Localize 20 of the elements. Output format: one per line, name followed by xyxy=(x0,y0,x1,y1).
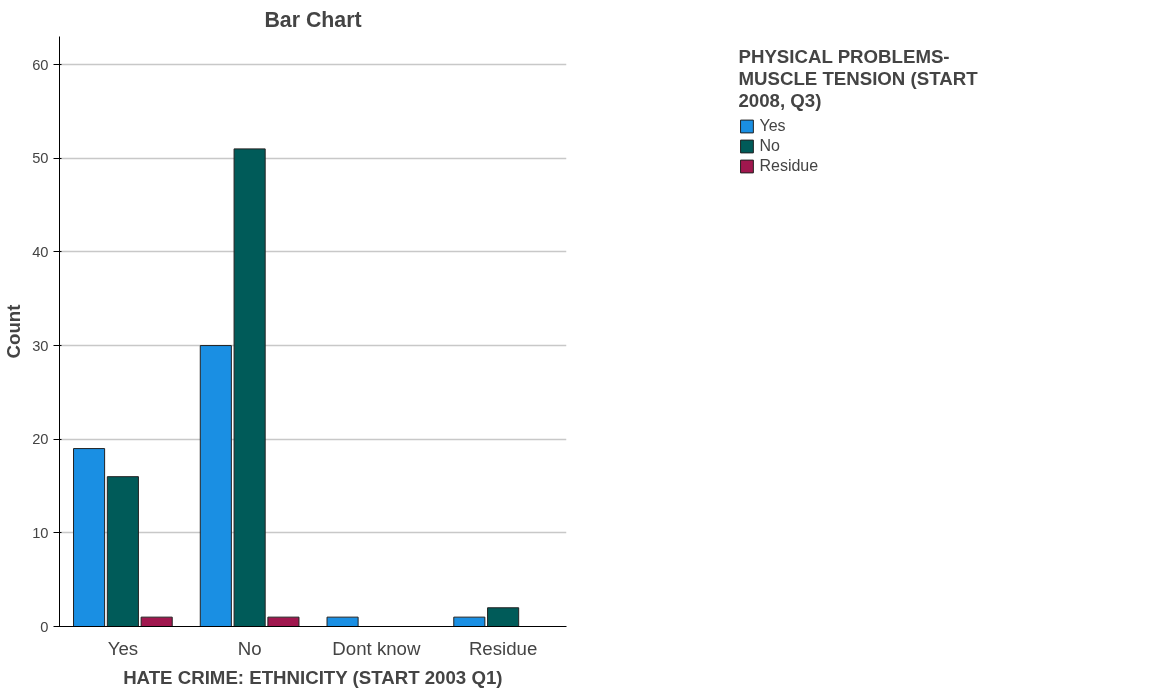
legend-label: Yes xyxy=(759,117,786,135)
x-tick-label: Dont know xyxy=(332,637,421,659)
y-axis-title: Count xyxy=(3,304,25,359)
legend-label: Residue xyxy=(759,157,819,175)
legend-label: No xyxy=(759,137,780,155)
y-tick-label: 10 xyxy=(32,524,49,541)
legend-title: PHYSICAL PROBLEMS-MUSCLE TENSION (START 2008, Q3) xyxy=(738,46,978,112)
y-tick-label: 0 xyxy=(40,618,49,635)
y-tick-label: 30 xyxy=(32,337,49,354)
x-axis-title: HATE CRIME: ETHNICITY (START 2003 Q1) xyxy=(123,666,503,688)
y-tick-label: 40 xyxy=(32,243,49,260)
x-tick-label: No xyxy=(237,637,262,659)
y-tick-label: 50 xyxy=(32,150,49,167)
chart-title: Bar Chart xyxy=(264,7,362,32)
y-tick-label: 20 xyxy=(32,431,49,448)
bar xyxy=(73,448,106,627)
x-tick-label: Residue xyxy=(468,637,538,659)
y-tick-label: 60 xyxy=(32,56,49,73)
x-tick-label: Yes xyxy=(107,637,139,659)
bar xyxy=(326,616,359,627)
